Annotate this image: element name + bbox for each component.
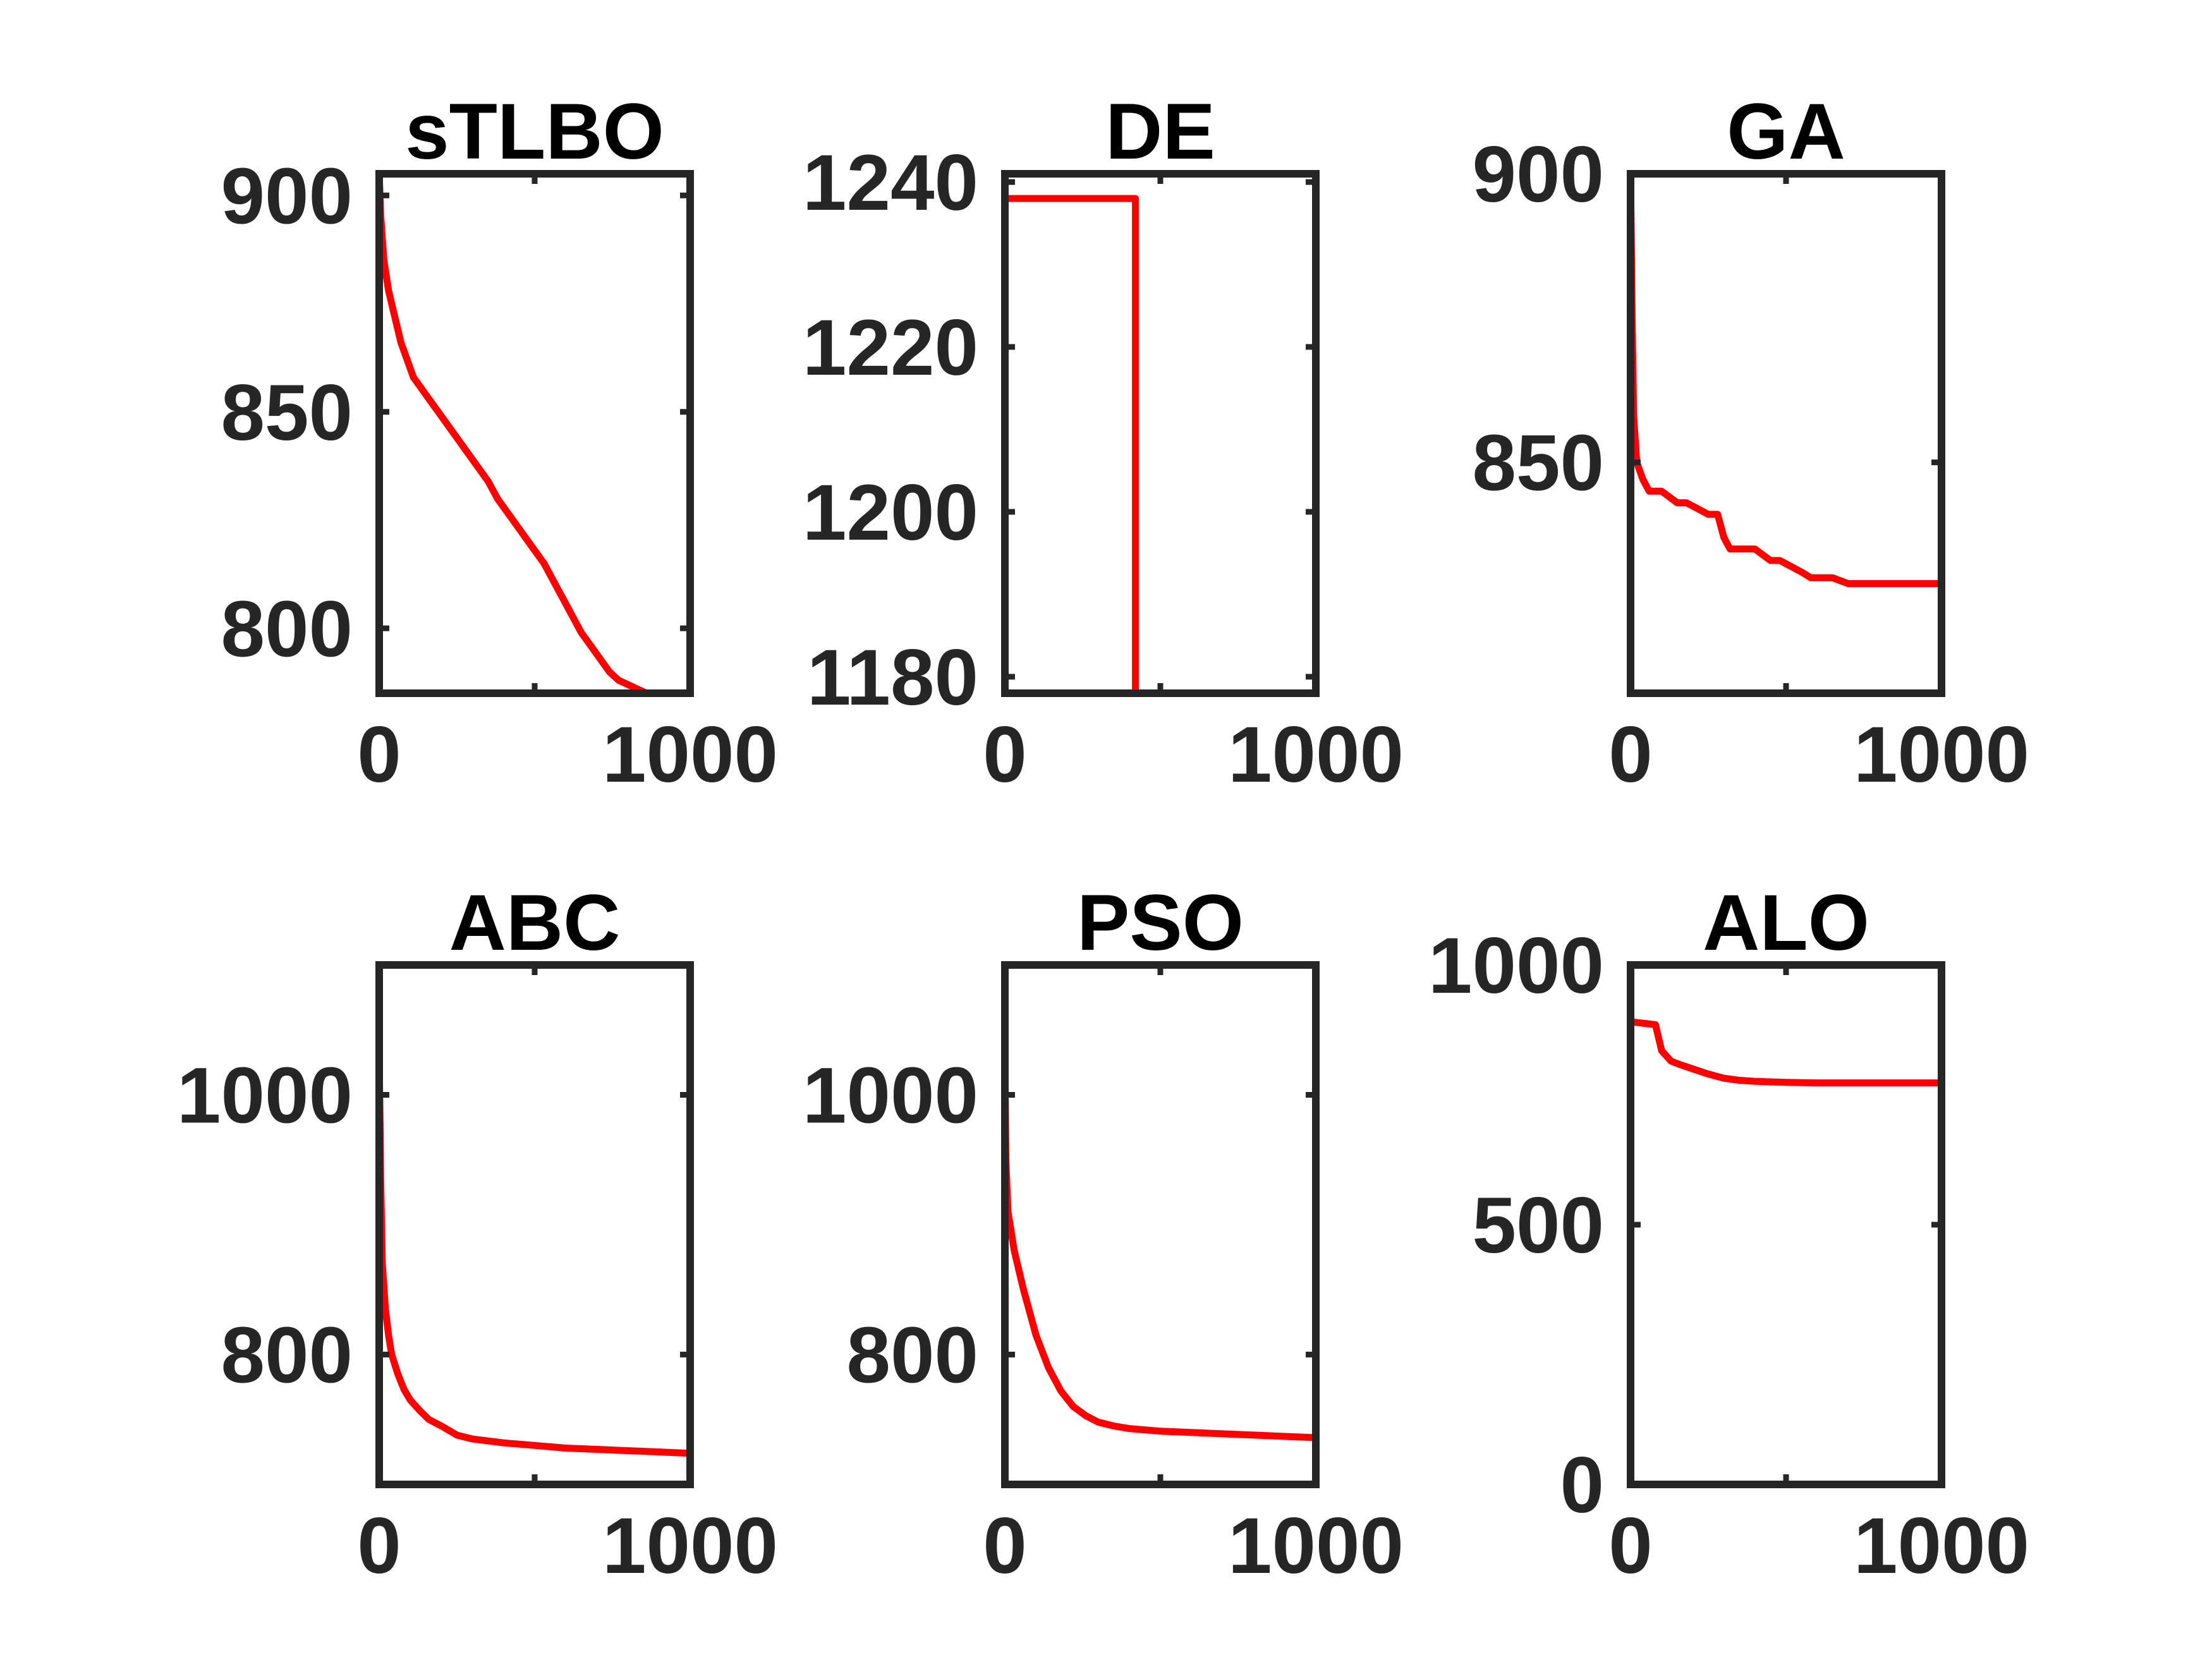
axes-box <box>375 961 694 1488</box>
y-tick-label: 1200 <box>803 469 978 557</box>
subplot-ga: GA 0 1000 850 900 <box>1472 88 2029 799</box>
axes-box <box>1001 170 1320 697</box>
x-tick-label: 1000 <box>1854 1502 2029 1590</box>
y-tick-label: 1180 <box>807 634 978 722</box>
subplot-abc: ABC 0 1000 800 1000 <box>177 879 778 1590</box>
subplot-pso: PSO 0 1000 800 1000 <box>803 879 1404 1590</box>
x-tick-label: 0 <box>983 711 1027 799</box>
y-tick-label: 1000 <box>1428 922 1604 1010</box>
axes-box <box>375 170 694 697</box>
y-tick-label: 850 <box>221 369 353 457</box>
y-tick-label: 1000 <box>177 1052 353 1140</box>
x-tick-label: 1000 <box>602 1502 778 1590</box>
y-tick-label: 800 <box>846 1312 978 1400</box>
axes-box <box>1627 170 1945 697</box>
subplot-title: DE <box>1105 88 1215 176</box>
axes-box <box>1001 961 1320 1488</box>
y-tick-label: 1220 <box>803 304 978 392</box>
x-tick-label: 0 <box>1608 711 1653 799</box>
y-tick-label: 900 <box>1472 131 1604 219</box>
y-tick-label: 0 <box>1560 1441 1604 1529</box>
subplot-title: ABC <box>449 879 621 967</box>
series-line <box>1631 174 1942 587</box>
subplot-de: DE 0 1000 1180 1200 1220 1240 <box>803 88 1404 799</box>
axes-box <box>1627 961 1945 1488</box>
x-tick-label: 1000 <box>1228 1502 1404 1590</box>
subplot-title: ALO <box>1703 879 1869 967</box>
series-line <box>1631 1018 1942 1484</box>
x-tick-label: 1000 <box>1228 711 1404 799</box>
x-tick-label: 1000 <box>602 711 778 799</box>
series-line <box>1005 195 1316 693</box>
x-tick-label: 0 <box>983 1502 1027 1590</box>
series-line <box>379 1055 690 1457</box>
x-tick-label: 0 <box>1608 1502 1653 1590</box>
y-tick-label: 850 <box>1472 420 1604 507</box>
y-tick-label: 800 <box>221 585 353 673</box>
subplot-stlbo: sTLBO 0 1000 800 850 900 <box>221 88 778 799</box>
subplot-title: sTLBO <box>405 88 664 176</box>
y-tick-label: 800 <box>221 1312 353 1400</box>
y-tick-label: 1240 <box>803 139 978 227</box>
series-line <box>1005 1049 1316 1441</box>
y-tick-label: 500 <box>1472 1182 1604 1270</box>
x-tick-label: 1000 <box>1854 711 2029 799</box>
subplot-title: GA <box>1727 88 1845 176</box>
series-line <box>379 174 690 693</box>
x-tick-label: 0 <box>357 1502 401 1590</box>
y-tick-label: 900 <box>221 152 353 240</box>
subplot-title: PSO <box>1077 879 1244 967</box>
y-tick-label: 1000 <box>803 1052 978 1140</box>
x-tick-label: 0 <box>357 711 401 799</box>
subplot-alo: ALO 0 1000 0 500 1000 <box>1428 879 2029 1590</box>
